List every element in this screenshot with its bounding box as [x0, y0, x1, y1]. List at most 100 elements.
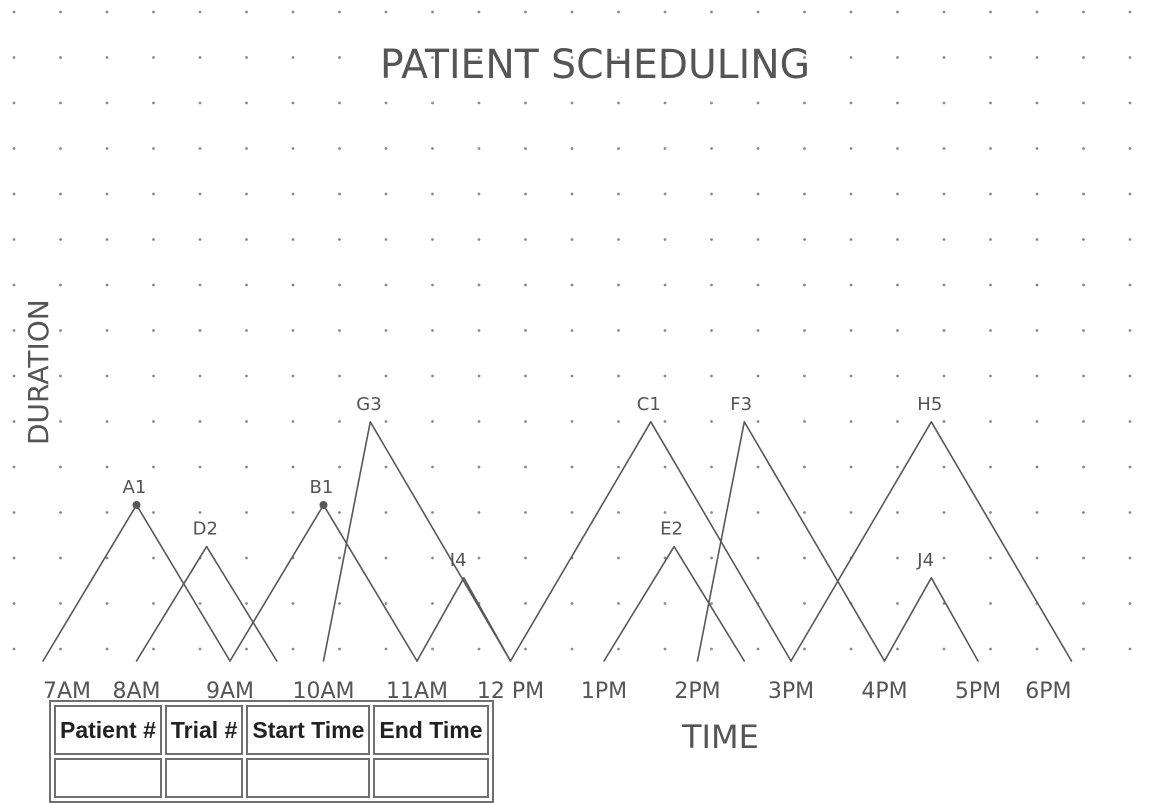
grid-dot — [12, 602, 16, 605]
grid-dot — [1128, 374, 1132, 378]
grid-dot — [849, 147, 853, 150]
grid-dot — [942, 556, 946, 560]
grid-dot — [570, 329, 574, 332]
grid-dot — [431, 465, 434, 469]
grid-dot — [59, 192, 62, 196]
grid-dot — [338, 556, 341, 560]
grid-dot — [570, 602, 574, 605]
grid-dot — [1128, 56, 1132, 59]
grid-dot — [896, 420, 899, 423]
grid-dot — [105, 374, 109, 378]
grid-dot — [1128, 238, 1132, 241]
grid-dot — [12, 101, 16, 105]
grid-dot — [942, 420, 946, 423]
grid-dot — [710, 56, 713, 59]
grid-dot — [338, 283, 341, 287]
grid-dot — [524, 465, 527, 469]
grid-dot — [198, 101, 202, 105]
time-tick-label: 1PM — [581, 679, 627, 704]
grid-dot — [245, 647, 248, 651]
grid-dot — [710, 647, 713, 651]
grid-dot — [12, 56, 16, 59]
table-cell — [54, 758, 162, 798]
grid-dot — [570, 238, 574, 241]
appointment-label: E2 — [660, 519, 683, 540]
grid-dot — [896, 10, 899, 14]
grid-dot — [570, 465, 574, 469]
time-tick-label: 10AM — [292, 679, 354, 704]
grid-dot — [431, 101, 434, 105]
grid-dot — [989, 238, 992, 241]
grid-dot — [989, 10, 992, 14]
header-end-time: End Time — [373, 705, 489, 755]
grid-dot — [803, 56, 806, 59]
header-trial-number: Trial # — [164, 705, 244, 755]
appointment-label: I4 — [450, 550, 467, 571]
grid-dot — [291, 511, 295, 514]
grid-dot — [198, 511, 202, 514]
grid-dot — [663, 329, 667, 332]
grid-dot — [617, 374, 620, 378]
appointment-label: J4 — [916, 550, 934, 571]
grid-dot — [524, 56, 527, 59]
grid-dot — [12, 420, 16, 423]
appointment-triangle-i4 — [416, 576, 512, 662]
grid-dot — [59, 374, 62, 378]
grid-dot — [803, 465, 806, 469]
grid-dot — [152, 465, 155, 469]
grid-dot — [710, 192, 713, 196]
grid-dot — [105, 283, 109, 287]
grid-dot — [756, 647, 760, 651]
grid-dot — [105, 420, 109, 423]
grid-dot — [245, 56, 248, 59]
grid-dot — [803, 374, 806, 378]
grid-dot — [384, 374, 388, 378]
grid-dot — [942, 511, 946, 514]
grid-dot — [338, 238, 341, 241]
grid-dot — [152, 511, 155, 514]
grid-dot — [338, 602, 341, 605]
grid-dot — [756, 465, 760, 469]
grid-dot — [291, 283, 295, 287]
grid-dot — [524, 556, 527, 560]
grid-dot — [338, 465, 341, 469]
grid-dot — [896, 101, 899, 105]
grid-dot — [663, 374, 667, 378]
grid-dot — [849, 647, 853, 651]
grid-dot — [1128, 147, 1132, 150]
grid-dot — [431, 511, 434, 514]
grid-dot — [803, 556, 806, 560]
grid-dot — [59, 511, 62, 514]
grid-dot — [245, 101, 248, 105]
grid-dot — [756, 329, 760, 332]
appointment-triangle-j4 — [883, 576, 979, 662]
grid-dot — [710, 420, 713, 423]
grid-dot — [942, 647, 946, 651]
grid-dot — [384, 238, 388, 241]
grid-dot — [245, 602, 248, 605]
grid-dot — [338, 192, 341, 196]
grid-dot — [989, 56, 992, 59]
grid-dot — [663, 602, 667, 605]
grid-dot — [338, 374, 341, 378]
grid-dot — [152, 192, 155, 196]
grid-dot — [663, 56, 667, 59]
grid-dot — [570, 56, 574, 59]
grid-dot — [1035, 511, 1039, 514]
grid-dot — [291, 192, 295, 196]
grid-dot — [1082, 238, 1085, 241]
grid-dot — [896, 147, 899, 150]
grid-dot — [477, 374, 481, 378]
grid-dot — [1035, 420, 1039, 423]
appointment-peak-dot — [319, 501, 328, 509]
grid-dot — [524, 329, 527, 332]
table-cell — [373, 758, 489, 798]
grid-dot — [198, 602, 202, 605]
grid-dot — [1082, 147, 1085, 150]
grid-dot — [803, 329, 806, 332]
grid-dot — [570, 374, 574, 378]
grid-dot — [291, 374, 295, 378]
grid-dot — [338, 147, 341, 150]
grid-dot — [710, 147, 713, 150]
appointment-triangle-d2 — [135, 545, 278, 662]
